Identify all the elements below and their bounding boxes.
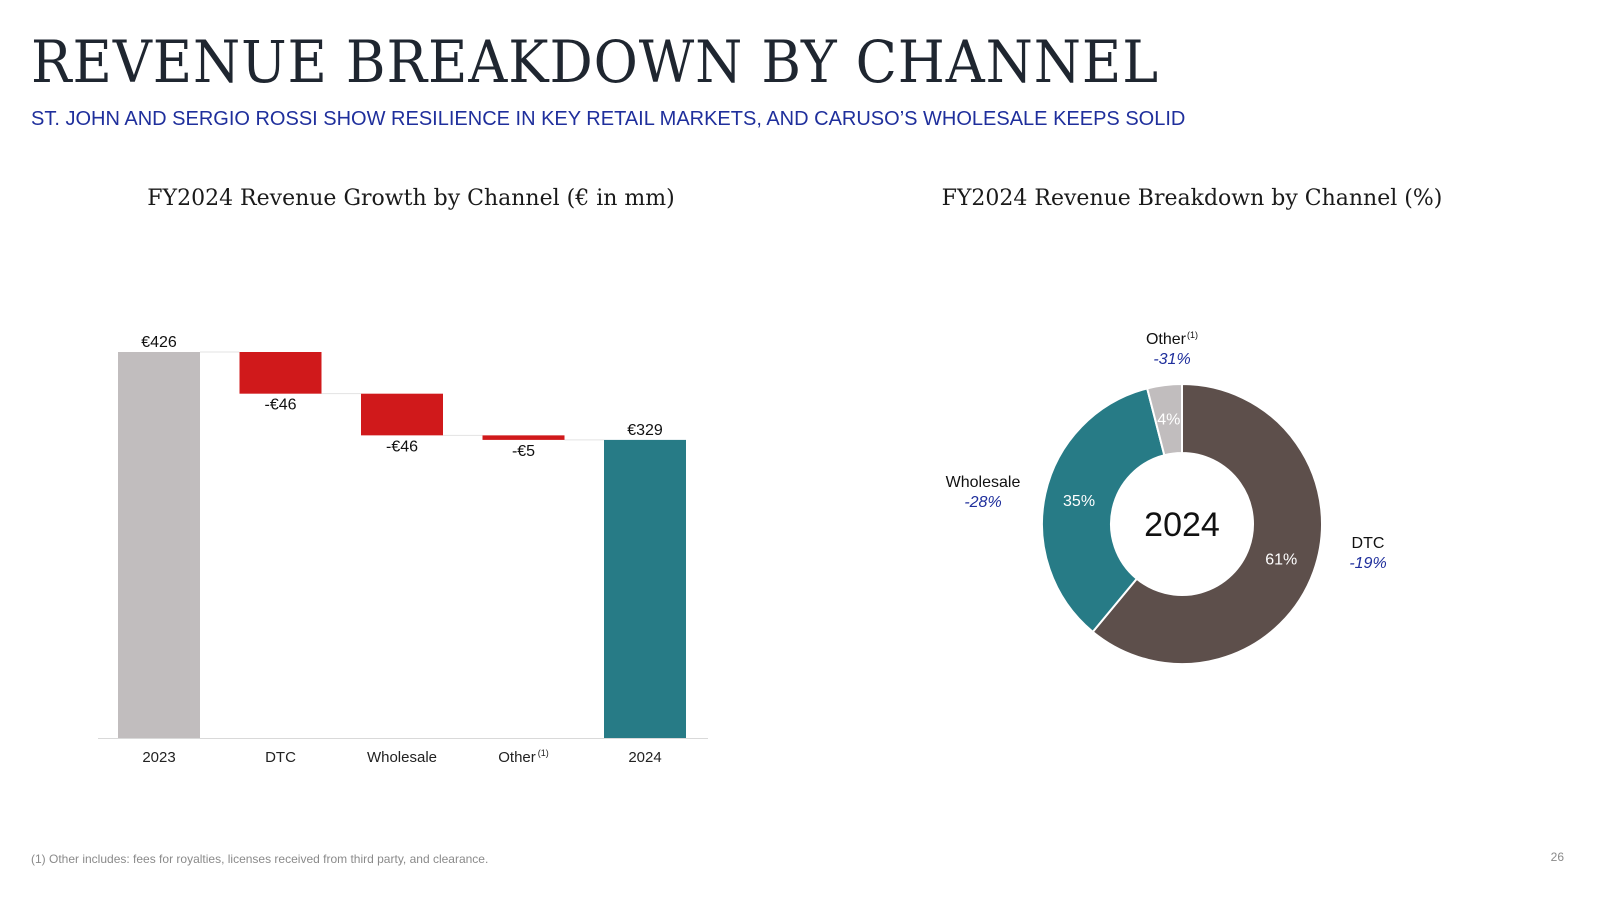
donut-share-label: 61% xyxy=(1265,552,1297,569)
waterfall-bar-wholesale xyxy=(361,393,443,436)
donut-growth-label: -31% xyxy=(1153,351,1190,368)
donut-category-label: DTC xyxy=(1352,535,1385,552)
waterfall-bar-other xyxy=(482,435,565,440)
waterfall-category-label: Wholesale xyxy=(367,749,437,766)
waterfall-category-label: 2023 xyxy=(142,749,175,766)
waterfall-chart-title: FY2024 Revenue Growth by Channel (€ in m… xyxy=(147,186,675,211)
donut-center-label: 2024 xyxy=(1144,506,1220,544)
waterfall-bar-2024 xyxy=(604,439,686,738)
footnote: (1) Other includes: fees for royalties, … xyxy=(31,852,489,866)
waterfall-value-label: -€5 xyxy=(512,443,535,460)
donut-share-label: 35% xyxy=(1063,493,1095,510)
waterfall-category-label: DTC xyxy=(265,749,296,766)
waterfall-value-label: €329 xyxy=(627,422,663,439)
waterfall-bar-2023 xyxy=(118,352,200,738)
waterfall-value-label: -€46 xyxy=(386,438,418,455)
donut-category-label: Other(1) xyxy=(1146,330,1198,348)
waterfall-category-label: 2024 xyxy=(628,749,661,766)
waterfall-bar-dtc xyxy=(239,352,322,394)
donut-category-label: Wholesale xyxy=(946,474,1021,491)
donut-share-label: 4% xyxy=(1157,411,1180,428)
page-subtitle: ST. JOHN AND SERGIO ROSSI SHOW RESILIENC… xyxy=(31,108,1186,130)
waterfall-value-label: €426 xyxy=(141,334,177,351)
donut-chart-title: FY2024 Revenue Breakdown by Channel (%) xyxy=(941,186,1443,211)
donut-growth-label: -19% xyxy=(1349,555,1386,572)
page-number: 26 xyxy=(1550,850,1564,864)
donut-slice-dtc xyxy=(1091,382,1323,665)
donut-chart: 61% 35% 4% 2024 DTC -19% Wholesale -28% Other(1)… xyxy=(946,330,1387,665)
donut-slice-other xyxy=(1145,382,1183,457)
waterfall-category-label: Other (1) xyxy=(498,748,549,766)
donut-growth-label: -28% xyxy=(964,494,1001,511)
waterfall-value-label: -€46 xyxy=(264,397,296,414)
donut-slice-wholesale xyxy=(1041,387,1166,634)
page-title: REVENUE BREAKDOWN BY CHANNEL xyxy=(31,28,1159,96)
waterfall-chart: €426 -€46 -€46 -€5 €329 2023 DTC Wholesale Other… xyxy=(98,334,708,766)
